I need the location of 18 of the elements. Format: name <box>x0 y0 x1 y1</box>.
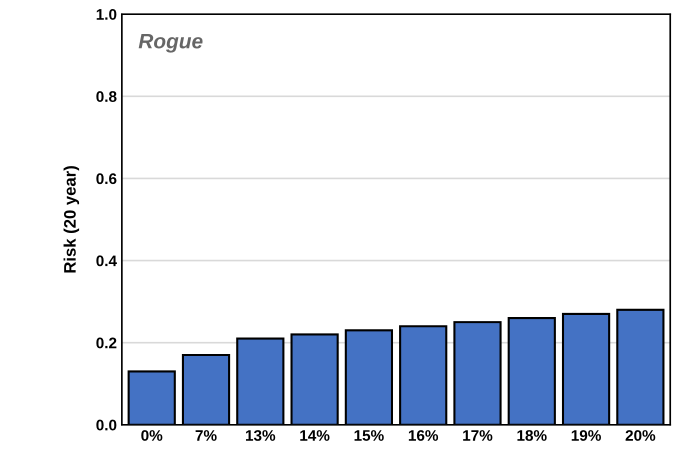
x-tick-label: 20% <box>626 430 656 441</box>
x-tick-label: 19% <box>572 430 601 441</box>
x-tick-label: 15% <box>354 430 384 441</box>
y-axis-title: Risk (20 year) <box>64 166 80 273</box>
y-tick-label: 0.0 <box>96 420 116 430</box>
y-tick-label: 1.0 <box>96 9 116 20</box>
y-tick-label: 0.2 <box>96 338 116 348</box>
annotation: Rogue <box>138 34 203 53</box>
y-tick-label: 0.8 <box>96 91 117 102</box>
y-tick-label: 0.6 <box>96 173 116 184</box>
x-tick-label: 14% <box>300 430 330 441</box>
y-tick-label: 0.4 <box>96 255 117 266</box>
x-tick-label: 16% <box>408 430 438 441</box>
x-tick-label: 7% <box>196 430 217 441</box>
x-tick-label: 13% <box>246 430 276 441</box>
x-tick-label: 17% <box>463 430 492 441</box>
x-tick-label: 0% <box>141 430 162 441</box>
x-tick-label: 18% <box>517 430 547 441</box>
